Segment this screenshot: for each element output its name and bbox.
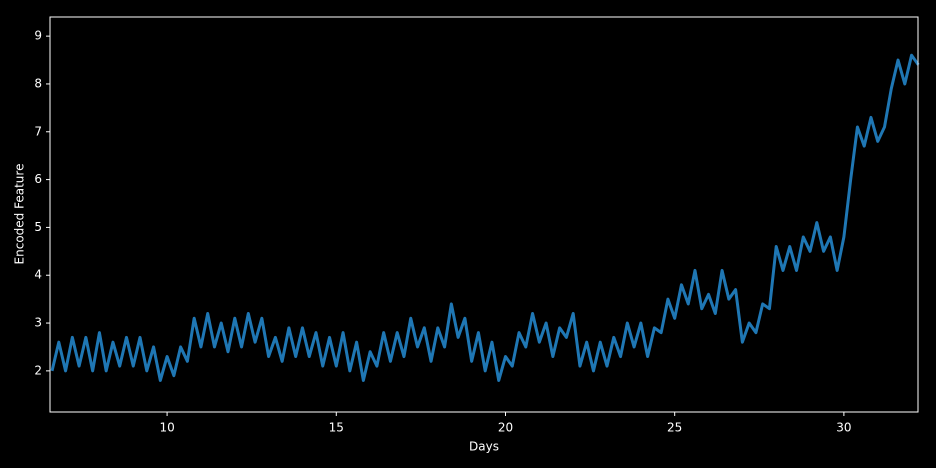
- y-tick-label: 6: [34, 172, 42, 186]
- y-tick-label: 5: [34, 220, 42, 234]
- y-tick-label: 8: [34, 76, 42, 90]
- y-tick-label: 3: [34, 316, 42, 330]
- data-line: [50, 53, 920, 382]
- plot-frame: [49, 16, 919, 413]
- y-tick-label: 7: [34, 124, 42, 138]
- x-axis-label: Days: [469, 440, 499, 454]
- x-tick-label: 20: [498, 421, 513, 435]
- y-axis-label: Encoded Feature: [13, 164, 27, 265]
- x-tick-label: 15: [329, 421, 344, 435]
- y-tick-label: 9: [34, 29, 42, 43]
- x-tick-label: 30: [836, 421, 851, 435]
- y-tick-label: 2: [34, 363, 42, 377]
- x-tick-label: 10: [159, 421, 174, 435]
- x-tick-label: 25: [667, 421, 682, 435]
- y-tick-label: 4: [34, 268, 42, 282]
